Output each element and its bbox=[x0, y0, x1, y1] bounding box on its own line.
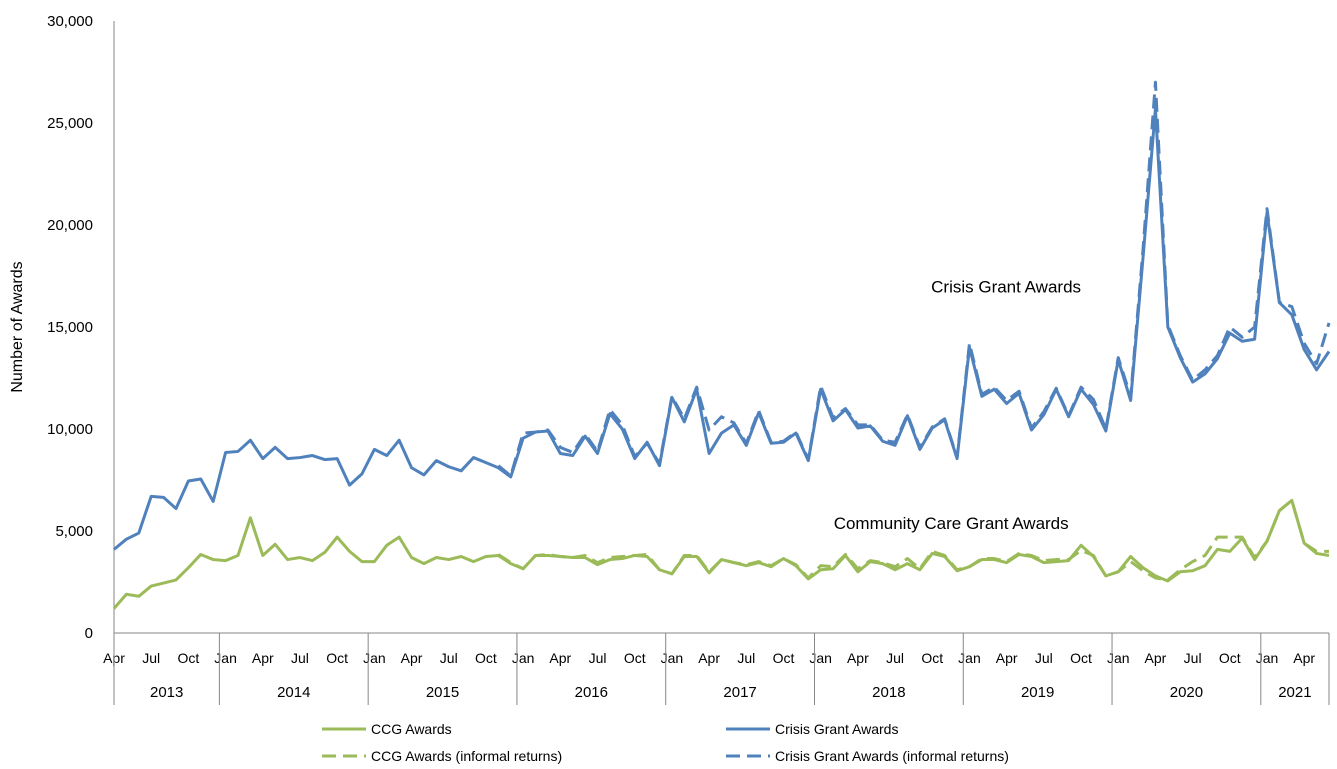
year-label: 2014 bbox=[277, 684, 310, 701]
y-tick-label: 25,000 bbox=[47, 115, 93, 132]
y-tick-label: 20,000 bbox=[47, 217, 93, 234]
x-month-label: Apr bbox=[1145, 650, 1167, 666]
legend-label: Crisis Grant Awards bbox=[775, 721, 898, 737]
annotation-layer: Crisis Grant Awards Community Care Grant … bbox=[834, 277, 1081, 533]
legend-label: CCG Awards (informal returns) bbox=[371, 748, 562, 764]
x-month-label: Jan bbox=[958, 650, 981, 666]
x-month-label: Jul bbox=[142, 650, 160, 666]
x-month-label: Jul bbox=[737, 650, 755, 666]
y-tick-label: 10,000 bbox=[47, 421, 93, 438]
x-axis: Apr Jul Oct Jan Apr Jul Oct Jan Apr Jul Oct Jan Apr J… bbox=[103, 632, 1330, 705]
x-month-label: Apr bbox=[401, 650, 423, 666]
y-tick-label: 5,000 bbox=[55, 523, 93, 540]
x-month-label: Oct bbox=[177, 650, 199, 666]
x-month-label: Jan bbox=[512, 650, 535, 666]
x-month-label: Jul bbox=[589, 650, 607, 666]
x-month-label: Oct bbox=[326, 650, 348, 666]
x-month-label: Jan bbox=[1256, 650, 1279, 666]
x-month-label: Jan bbox=[214, 650, 237, 666]
legend-label: Crisis Grant Awards (informal returns) bbox=[775, 748, 1009, 764]
year-label: 2013 bbox=[150, 684, 183, 701]
legend: CCG Awards Crisis Grant Awards CCG Awards … bbox=[322, 721, 1009, 764]
x-month-label: Oct bbox=[1070, 650, 1092, 666]
x-month-label: Jul bbox=[1184, 650, 1202, 666]
year-label: 2021 bbox=[1278, 684, 1311, 701]
x-month-label: Jul bbox=[440, 650, 458, 666]
x-month-label: Oct bbox=[1219, 650, 1241, 666]
year-label: 2019 bbox=[1021, 684, 1054, 701]
x-month-label: Jul bbox=[1035, 650, 1053, 666]
series-line-crisis-grant-awards bbox=[113, 107, 1331, 551]
x-month-label: Apr bbox=[1293, 650, 1315, 666]
x-month-label: Oct bbox=[921, 650, 943, 666]
x-month-label: Jul bbox=[291, 650, 309, 666]
x-month-label: Oct bbox=[624, 650, 646, 666]
x-month-label: Jan bbox=[1107, 650, 1130, 666]
year-label: 2020 bbox=[1170, 684, 1203, 701]
y-tick-label: 30,000 bbox=[47, 13, 93, 30]
x-month-label: Jul bbox=[886, 650, 904, 666]
annotation-community-care: Community Care Grant Awards bbox=[834, 514, 1069, 533]
year-label: 2016 bbox=[575, 684, 608, 701]
series-layer bbox=[112, 80, 1331, 610]
x-month-label: Apr bbox=[996, 650, 1018, 666]
x-month-label: Apr bbox=[698, 650, 720, 666]
y-tick-label: 0 bbox=[85, 625, 93, 642]
x-month-label: Jan bbox=[809, 650, 832, 666]
series-line-ccg-awards bbox=[112, 498, 1330, 610]
x-month-label: Apr bbox=[847, 650, 869, 666]
y-axis-label: Number of Awards bbox=[9, 261, 26, 392]
year-label: 2018 bbox=[872, 684, 905, 701]
x-month-label: Oct bbox=[773, 650, 795, 666]
y-tick-label: 15,000 bbox=[47, 319, 93, 336]
annotation-crisis-grant: Crisis Grant Awards bbox=[931, 277, 1081, 296]
y-axis: 0 5,000 10,000 15,000 20,000 25,000 30,000 bbox=[47, 13, 115, 642]
x-month-label: Apr bbox=[252, 650, 274, 666]
series-line-crisis-grant-awards-informal-returns bbox=[497, 80, 1331, 478]
x-month-label: Apr bbox=[549, 650, 571, 666]
year-label: 2015 bbox=[426, 684, 459, 701]
legend-label: CCG Awards bbox=[371, 721, 452, 737]
x-month-label: Oct bbox=[475, 650, 497, 666]
x-month-label: Jan bbox=[661, 650, 684, 666]
x-month-label: Jan bbox=[363, 650, 386, 666]
year-label: 2017 bbox=[723, 684, 756, 701]
